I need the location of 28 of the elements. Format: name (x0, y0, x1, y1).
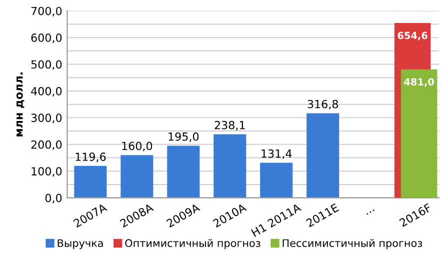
legend-label: Оптимистичный прогноз (125, 239, 260, 250)
bar (74, 166, 107, 198)
bar (120, 155, 154, 198)
data-label: 131,4 (262, 149, 292, 159)
data-label: 481,0 (404, 78, 434, 87)
data-label: 195,0 (168, 132, 199, 142)
y-tick-label: 200,0 (31, 140, 62, 150)
bar (167, 146, 200, 198)
y-tick-label: 600,0 (31, 34, 62, 44)
data-label: 316,8 (308, 100, 338, 110)
y-tick-label: 100,0 (32, 167, 62, 177)
y-tick-label: 300,0 (31, 114, 62, 124)
data-label: 238,1 (214, 120, 245, 130)
bar (306, 113, 340, 198)
bar (260, 162, 293, 198)
y-tick-label: 0,0 (45, 194, 62, 204)
legend-label: Выручка (58, 239, 103, 250)
data-label: 160,0 (122, 142, 152, 152)
data-label: 654,6 (398, 32, 428, 40)
y-tick-label: 500,0 (31, 60, 62, 70)
y-tick-label: 400,0 (31, 86, 62, 96)
x-tick-label: ... (366, 209, 374, 215)
data-label: 119,6 (76, 152, 106, 162)
y-tick-label: 700,0 (31, 6, 62, 16)
bar (400, 69, 438, 198)
legend-label: Пессимистичный прогноз (282, 239, 422, 250)
y-axis-title: млн долл. (16, 72, 24, 136)
bar (214, 134, 246, 198)
